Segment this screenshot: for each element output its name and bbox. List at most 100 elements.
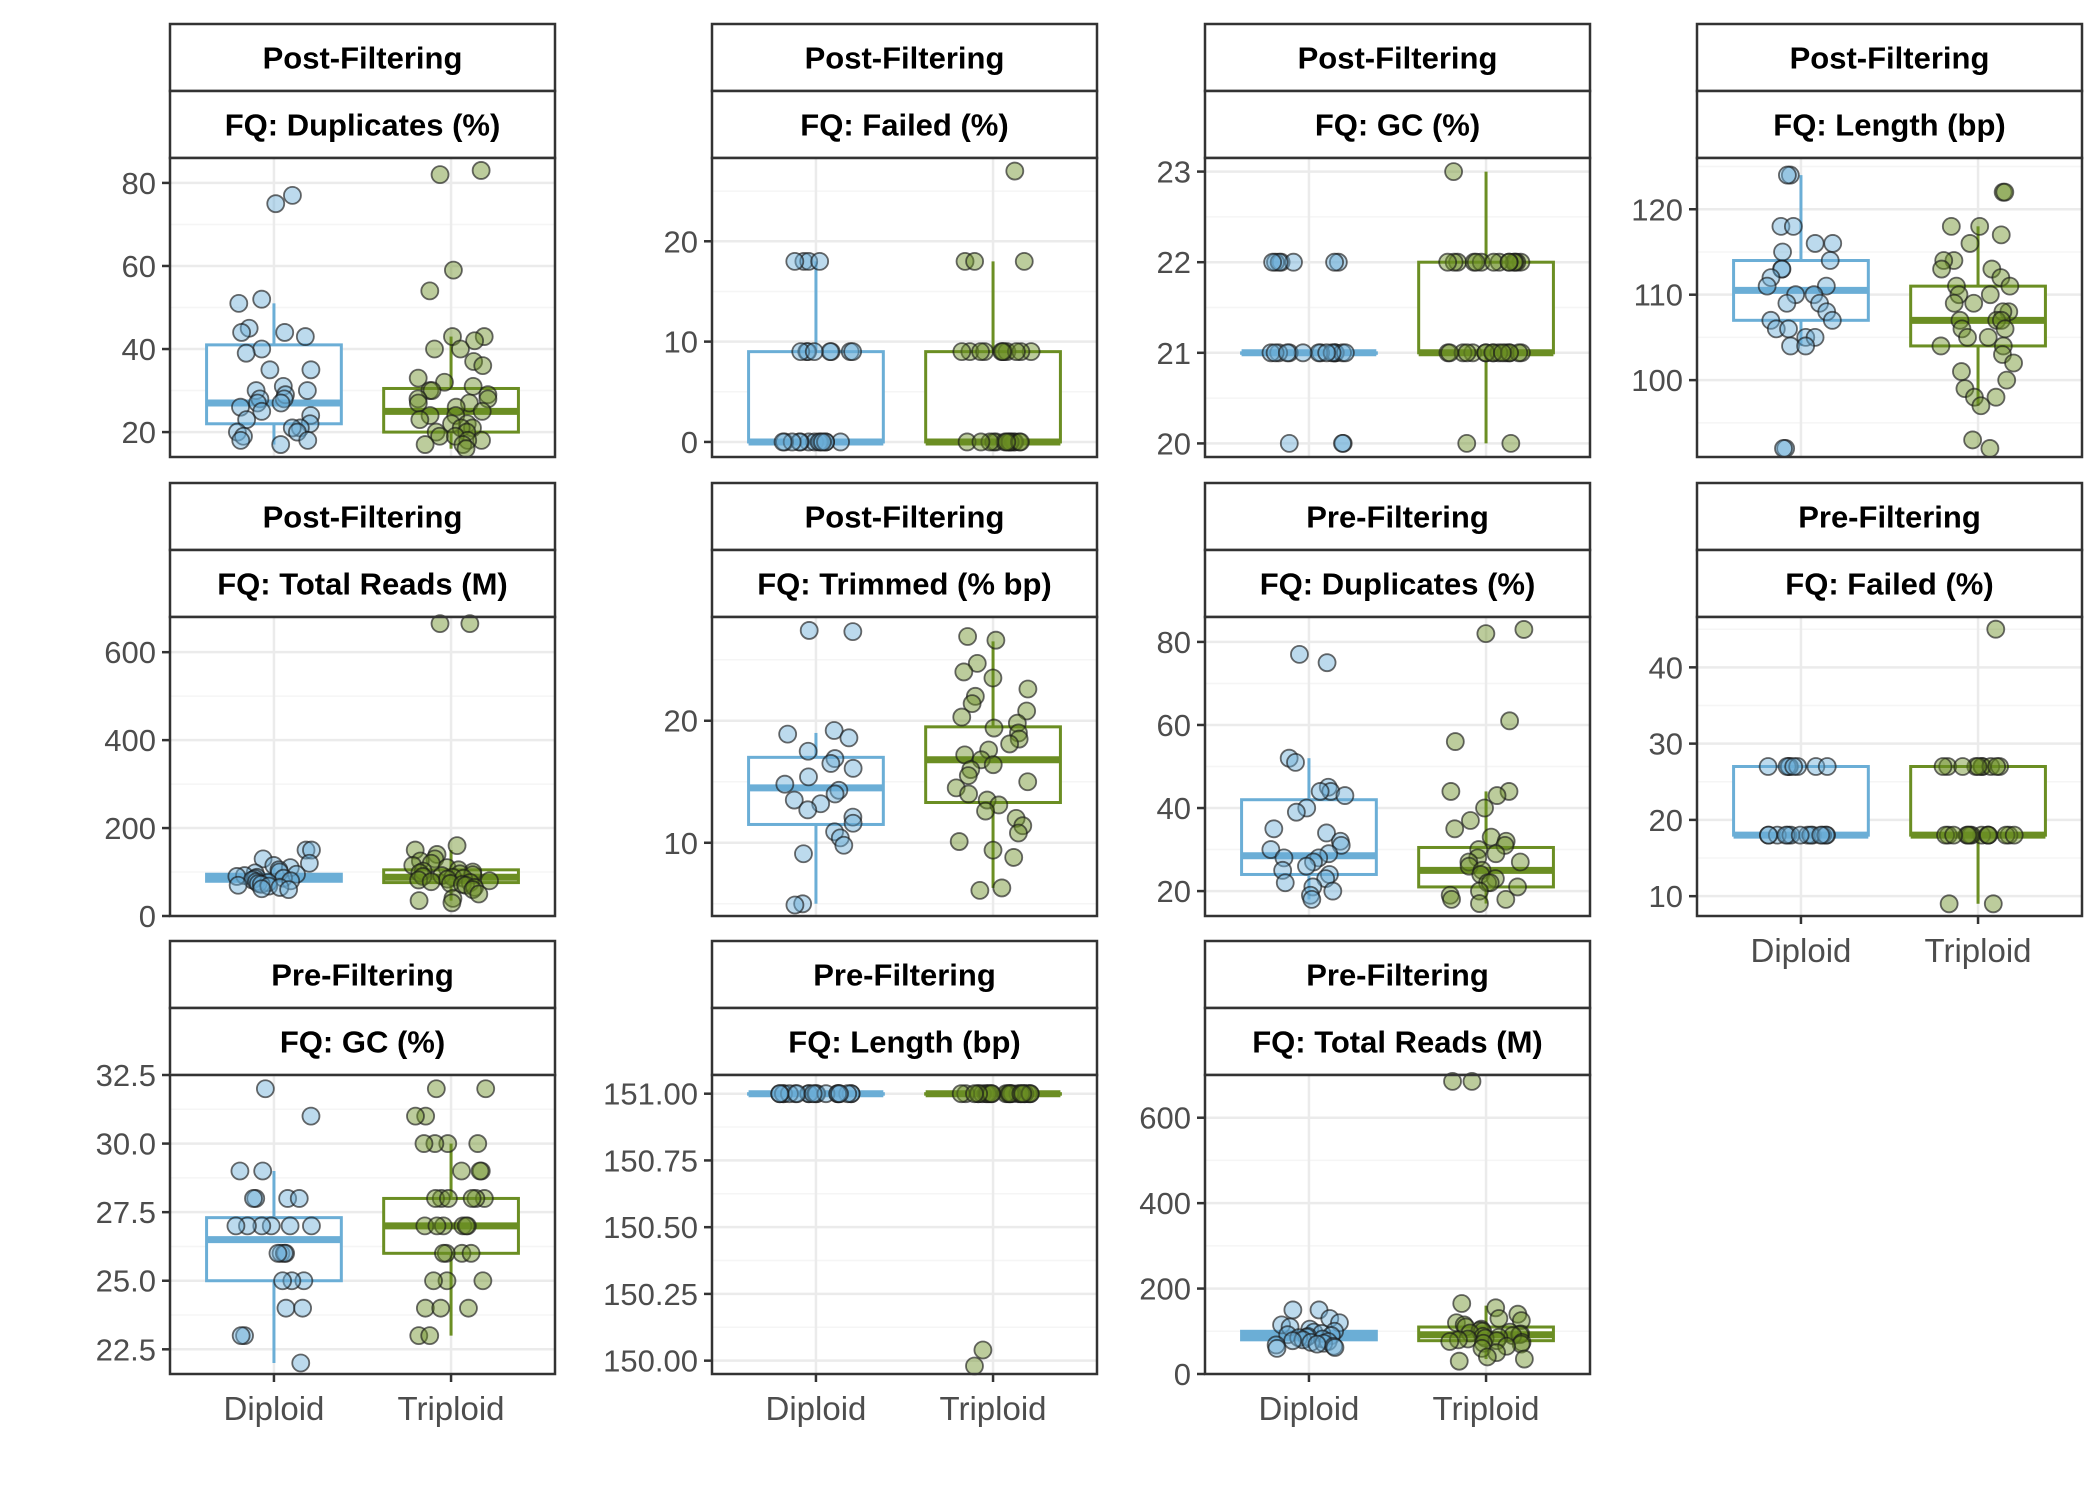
data-point — [1510, 852, 1530, 872]
data-point — [252, 289, 272, 309]
data-point — [984, 718, 1004, 738]
data-point — [971, 342, 990, 362]
panel-border — [1203, 1073, 1592, 1376]
data-point — [799, 767, 818, 787]
data-point — [1500, 343, 1520, 363]
data-point — [255, 1079, 275, 1099]
data-point — [456, 1216, 476, 1236]
data-point — [1964, 293, 1984, 313]
data-point — [785, 251, 805, 271]
data-point — [1489, 1309, 1509, 1328]
data-point — [274, 1243, 294, 1263]
data-point — [452, 1161, 471, 1181]
data-point — [289, 1189, 309, 1208]
data-point — [1011, 342, 1031, 362]
data-point — [460, 614, 480, 633]
strip-bottom-box — [1695, 89, 2084, 160]
data-point — [275, 323, 295, 342]
data-point — [825, 784, 845, 804]
data-point — [422, 381, 442, 400]
data-point — [1284, 252, 1303, 272]
data-point — [1264, 819, 1284, 839]
data-point — [252, 1216, 272, 1236]
strip-bottom-label: FQ: GC (%) — [1315, 108, 1480, 143]
data-point — [821, 754, 841, 773]
data-point — [1783, 216, 1803, 236]
data-point — [1504, 252, 1524, 272]
data-point — [1477, 1347, 1497, 1367]
facet-panel: Pre-Filtering FQ: Failed (%) 10 20 30 40 Diplo… — [1649, 481, 2084, 969]
data-point — [1968, 757, 1988, 776]
y-tick-label: 150.50 — [603, 1210, 698, 1245]
y-tick-label: 10 — [1649, 879, 1683, 914]
data-point — [410, 410, 430, 430]
data-point — [426, 1079, 446, 1099]
data-point — [271, 435, 291, 454]
strip-bottom-label: FQ: GC (%) — [280, 1025, 445, 1060]
data-point — [1971, 396, 1991, 416]
data-point — [1441, 782, 1461, 801]
plot-background — [1205, 1075, 1590, 1374]
strip-top-label: Pre-Filtering — [1798, 500, 1981, 535]
data-point — [1462, 1072, 1482, 1091]
data-point — [1980, 285, 2000, 305]
data-point — [992, 878, 1012, 898]
facet-panel: Post-Filtering FQ: Length (bp) 100 110 120 — [1631, 22, 2084, 459]
data-point — [1820, 251, 1840, 270]
data-point — [297, 381, 317, 400]
strip-top-box — [168, 939, 557, 1010]
data-point — [1508, 877, 1527, 897]
data-point — [1970, 216, 1990, 236]
data-point — [1445, 819, 1465, 839]
data-point — [420, 1326, 440, 1345]
y-tick-label: 100 — [1631, 363, 1683, 398]
y-tick-label: 120 — [1631, 192, 1683, 227]
data-point — [437, 1271, 457, 1291]
y-tick-label: 600 — [104, 635, 156, 670]
y-tick-label: 20 — [122, 415, 156, 450]
data-point — [1267, 1338, 1287, 1358]
data-point — [1939, 894, 1959, 914]
data-point — [986, 630, 1006, 650]
data-point — [1335, 786, 1355, 805]
data-point — [461, 1243, 481, 1263]
data-point — [970, 880, 990, 900]
data-point — [472, 401, 492, 421]
data-point — [843, 807, 863, 827]
data-point — [1286, 802, 1306, 822]
y-tick-label: 10 — [664, 826, 698, 861]
data-point — [421, 872, 441, 892]
data-point — [444, 260, 463, 280]
data-point — [439, 1189, 458, 1208]
y-tick-label: 40 — [1157, 791, 1191, 826]
data-point — [1931, 336, 1951, 356]
data-point — [971, 432, 991, 452]
data-point — [2004, 353, 2023, 373]
data-point — [231, 1326, 251, 1345]
data-point — [1511, 1311, 1531, 1331]
strip-bottom-box — [168, 1006, 557, 1077]
strip-bottom-label: FQ: Failed (%) — [800, 108, 1008, 143]
x-category-label: Diploid — [766, 1390, 867, 1427]
data-point — [976, 801, 995, 821]
y-tick-label: 150.25 — [603, 1277, 698, 1312]
data-point — [1325, 252, 1344, 272]
data-point — [799, 621, 819, 640]
data-point — [1991, 225, 2011, 245]
data-point — [997, 342, 1017, 362]
data-point — [279, 880, 299, 900]
data-point — [473, 356, 493, 376]
data-point — [236, 343, 256, 363]
strip-top-box — [1695, 22, 2084, 93]
data-point — [779, 1084, 799, 1104]
y-tick-label: 20 — [1157, 874, 1191, 909]
data-point — [1279, 434, 1299, 453]
y-tick-label: 0 — [1174, 1357, 1191, 1392]
y-tick-label: 150.00 — [603, 1344, 698, 1379]
data-point — [791, 342, 811, 362]
y-tick-label: 20 — [1157, 426, 1191, 461]
data-point — [1986, 619, 2006, 639]
data-point — [1261, 840, 1281, 859]
x-category-label: Diploid — [1259, 1390, 1360, 1427]
data-point — [962, 694, 982, 714]
